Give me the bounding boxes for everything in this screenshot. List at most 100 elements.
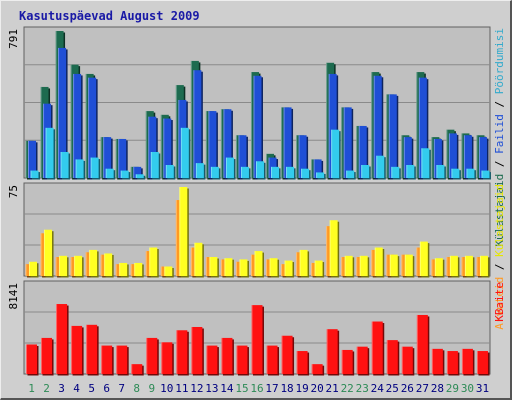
bar-middle-klastajaid-24-highlight	[374, 247, 376, 276]
bar-top-failid-26-body	[403, 137, 412, 178]
bar-middle-klastajaid-13	[209, 257, 219, 278]
bar-top-klastajaid-29-highlight	[446, 129, 448, 178]
legend-top: Külastajaid / Failid / Pöördumisi	[493, 28, 506, 247]
x-tick-label-4: 4	[73, 382, 80, 395]
bar-top-failid-13-body	[208, 111, 217, 178]
bar-bottom-kbaite-26-highlight	[401, 346, 403, 374]
bar-top-failid-21-highlight	[328, 73, 330, 178]
bar-top-prdumisi-16-highlight	[255, 161, 257, 178]
x-tick-label-24: 24	[371, 382, 385, 395]
legend-middle: Arvuteid / Külastajaid	[493, 184, 506, 330]
bar-top-failid-26	[403, 137, 414, 180]
bar-top-failid-13-highlight	[208, 111, 210, 178]
bar-bottom-kbaite-11-highlight	[176, 330, 178, 374]
bar-top-failid-9	[148, 116, 158, 180]
bar-bottom-kbaite-19	[296, 351, 310, 376]
bar-middle-klastajaid-6-body	[104, 253, 113, 276]
bar-middle-klastajaid-22-highlight	[344, 255, 346, 276]
bar-top-failid-1	[28, 140, 38, 180]
bar-top-prdumisi-19-body	[301, 168, 310, 178]
bar-bottom-kbaite-31-body	[476, 351, 488, 374]
bar-top-failid-27-body	[418, 77, 427, 178]
bar-top-prdumisi-21-highlight	[331, 129, 333, 178]
x-tick-label-12: 12	[190, 382, 203, 395]
bar-top-prdumisi-18	[286, 166, 296, 180]
bar-bottom-kbaite-28-body	[431, 348, 443, 374]
bar-middle-klastajaid-31-body	[479, 255, 488, 276]
bar-bottom-kbaite-18	[281, 335, 295, 376]
bar-top-prdumisi-15-highlight	[240, 166, 242, 178]
bar-top-failid-15	[238, 135, 248, 180]
bar-top-prdumisi-29	[451, 168, 461, 180]
bar-top-prdumisi-4	[75, 159, 86, 180]
bar-bottom-kbaite-10-body	[161, 342, 173, 374]
bar-bottom-kbaite-13-highlight	[206, 345, 208, 374]
bar-bottom-kbaite-22-highlight	[341, 349, 343, 374]
bar-top-prdumisi-23	[361, 164, 371, 180]
bar-top-prdumisi-31	[481, 170, 491, 180]
bar-bottom-kbaite-16-body	[251, 305, 263, 374]
bar-middle-arvuteid-30-highlight	[461, 257, 463, 276]
bar-top-prdumisi-7-highlight	[120, 170, 122, 178]
bar-bottom-kbaite-15-highlight	[236, 345, 238, 374]
bar-top-prdumisi-2-highlight	[45, 127, 47, 178]
bar-top-klastajaid-27-highlight	[416, 72, 418, 178]
bar-top-prdumisi-12-body	[195, 163, 204, 178]
bar-top-failid-17-highlight	[268, 157, 270, 178]
bar-top-failid-22-body	[343, 107, 352, 178]
bar-top-failid-1-highlight	[28, 140, 29, 178]
bar-top-prdumisi-19-highlight	[301, 168, 303, 178]
x-tick-label-17: 17	[265, 382, 278, 395]
bar-middle-arvuteid-25-highlight	[386, 254, 388, 276]
bar-top-klastajaid-13-highlight	[205, 111, 207, 178]
bar-bottom-kbaite-19-highlight	[296, 351, 298, 374]
bar-middle-klastajaid-30-body	[464, 255, 473, 276]
x-tick-label-13: 13	[205, 382, 218, 395]
bar-middle-klastajaid-3	[59, 255, 69, 278]
bar-top-klastajaid-8-highlight	[130, 166, 132, 178]
bar-top-prdumisi-20-body	[316, 172, 325, 178]
bar-top-prdumisi-17	[271, 166, 281, 180]
bar-top-prdumisi-20-highlight	[316, 172, 318, 178]
x-tick-label-18: 18	[280, 382, 293, 395]
bar-top-failid-31	[478, 137, 489, 180]
bar-middle-klastajaid-28-body	[434, 258, 443, 276]
bar-top-failid-14-highlight	[223, 109, 225, 178]
bar-bottom-kbaite-29-body	[446, 351, 458, 374]
x-tick-label-2: 2	[43, 382, 50, 395]
bar-bottom-kbaite-28-highlight	[431, 348, 433, 374]
bar-top-prdumisi-5	[90, 157, 101, 180]
bar-top-prdumisi-6-highlight	[105, 168, 107, 178]
bar-top-failid-23-highlight	[358, 125, 360, 178]
bar-top-failid-4-highlight	[73, 73, 75, 178]
bar-middle-arvuteid-28-highlight	[431, 259, 433, 276]
bar-middle-klastajaid-19	[299, 249, 310, 278]
x-tick-label-23: 23	[356, 382, 369, 395]
x-tick-label-16: 16	[250, 382, 263, 395]
bar-bottom-kbaite-22	[341, 349, 355, 376]
bar-middle-klastajaid-11-highlight	[179, 187, 181, 276]
x-tick-label-3: 3	[58, 382, 65, 395]
bar-middle-arvuteid-2-highlight	[40, 233, 42, 276]
bar-top-failid-19-body	[298, 135, 307, 178]
bar-bottom-kbaite-6-highlight	[101, 345, 103, 374]
bar-bottom-kbaite-9-highlight	[146, 337, 148, 374]
bar-top-prdumisi-27-highlight	[421, 148, 423, 178]
bar-top-failid-25	[388, 94, 399, 180]
bar-bottom-kbaite-26	[401, 346, 415, 376]
bar-top-failid-8-highlight	[133, 166, 135, 178]
bar-bottom-kbaite-23-highlight	[356, 346, 358, 374]
bar-bottom-kbaite-1-highlight	[26, 344, 27, 374]
bar-middle-klastajaid-9-highlight	[149, 247, 151, 276]
bar-bottom-kbaite-26-body	[401, 346, 413, 374]
bar-bottom-kbaite-16	[251, 305, 264, 376]
bar-top-failid-5	[88, 77, 98, 180]
bar-middle-klastajaid-25-body	[389, 254, 398, 276]
bar-bottom-kbaite-17-body	[266, 345, 278, 374]
bar-top-prdumisi-10-body	[165, 164, 174, 178]
bar-bottom-kbaite-24-body	[371, 321, 383, 374]
bar-middle-klastajaid-25-highlight	[389, 254, 391, 276]
bar-top-prdumisi-14-body	[225, 157, 234, 178]
bar-middle-arvuteid-13-highlight	[205, 257, 207, 276]
bar-middle-klastajaid-26	[404, 254, 415, 278]
